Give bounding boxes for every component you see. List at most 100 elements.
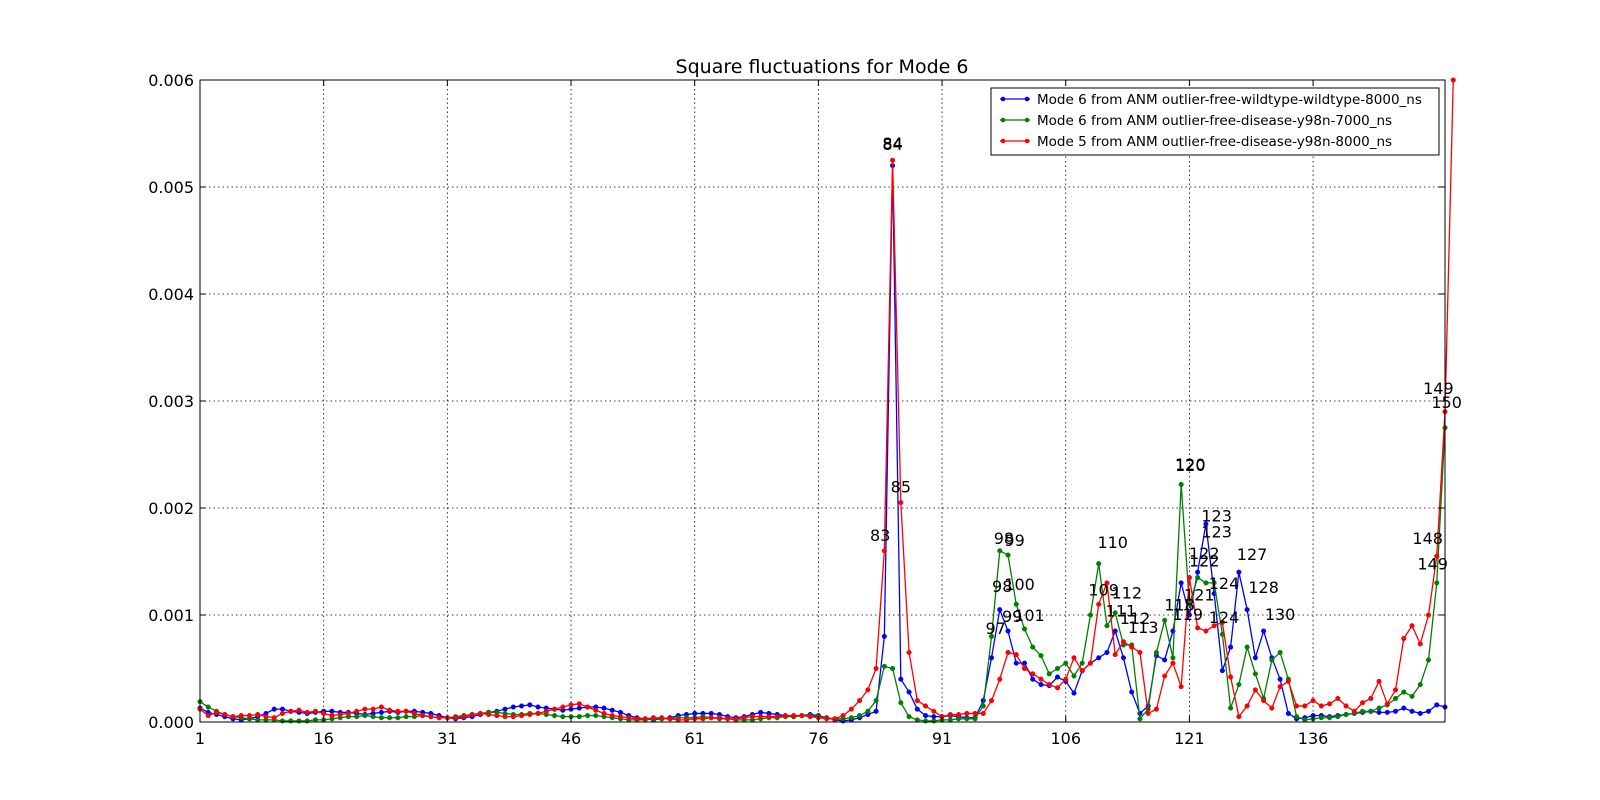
series-point [378, 709, 384, 715]
series-point [1071, 690, 1077, 696]
y-tick-label: 0.005 [148, 178, 194, 197]
point-annotation: 121 [1184, 586, 1215, 605]
series-point [1203, 628, 1209, 634]
legend-marker [1024, 117, 1030, 123]
series-point [1096, 655, 1102, 661]
series-point [1244, 703, 1250, 709]
series-point [1186, 575, 1192, 581]
series-point [576, 705, 582, 711]
legend-label: Mode 5 from ANM outlier-free-disease-y98… [1037, 134, 1392, 150]
series-point [1450, 77, 1456, 83]
y-tick-label: 0.004 [148, 285, 194, 304]
series-point [749, 714, 755, 720]
point-annotation: 112 [1120, 609, 1151, 628]
series-point [1195, 575, 1201, 581]
series-point [370, 714, 376, 720]
series-point [617, 709, 624, 715]
series-point [321, 710, 327, 716]
series-point [1178, 684, 1184, 690]
series-point [1054, 685, 1061, 691]
series-point [708, 710, 714, 716]
series-point [1277, 676, 1283, 682]
series-point [848, 715, 854, 721]
series-point [1038, 682, 1044, 688]
series-point [906, 649, 912, 656]
series-point [527, 702, 533, 708]
series-point [527, 711, 533, 718]
series-point [469, 711, 475, 718]
series-point [1310, 698, 1316, 704]
series-point [1054, 674, 1061, 680]
series-point [1170, 660, 1176, 666]
series-point [1384, 701, 1390, 707]
series-point [1129, 644, 1135, 650]
series-point [453, 715, 459, 721]
grid-layer [199, 80, 1445, 722]
series-point [1071, 655, 1077, 661]
chart-title: Square fluctuations for Mode 6 [676, 56, 969, 78]
series-point [568, 702, 574, 708]
series-point [1417, 710, 1423, 716]
series-point [675, 717, 681, 723]
series-point [692, 710, 698, 716]
series-point [1376, 705, 1382, 711]
legend-entry: Mode 5 from ANM outlier-free-disease-y98… [1000, 134, 1392, 150]
series-point [420, 713, 426, 719]
series-point [1228, 644, 1234, 650]
series-point [1434, 702, 1440, 708]
x-tick-label: 1 [195, 729, 205, 748]
series-point [576, 701, 582, 707]
series-point [312, 708, 318, 714]
point-annotation: 120 [1175, 455, 1206, 474]
series-point [997, 548, 1003, 554]
x-tick-label: 121 [1174, 729, 1205, 748]
series-point [362, 713, 368, 719]
series-point [1401, 689, 1407, 695]
series-point [914, 698, 920, 704]
series-point [980, 710, 986, 716]
series-point [1087, 612, 1094, 618]
point-annotation: 100 [1004, 575, 1035, 594]
legend-marker [1000, 117, 1006, 123]
series-point [1021, 665, 1028, 672]
series-point [972, 716, 978, 722]
series-point [551, 713, 558, 719]
series-point [1021, 626, 1028, 632]
x-tick-label: 31 [437, 729, 457, 748]
series-point [1203, 580, 1209, 586]
series-point [576, 714, 582, 720]
series-point [238, 713, 244, 719]
series-point [906, 714, 912, 720]
series-point [1013, 652, 1019, 658]
series-point [1294, 714, 1300, 720]
series-point [848, 706, 854, 712]
legend-label: Mode 6 from ANM outlier-free-wildtype-wi… [1037, 92, 1422, 108]
series-point [1417, 682, 1423, 688]
series-point [683, 717, 690, 723]
x-tick-label: 91 [932, 729, 952, 748]
y-tick-label: 0.006 [148, 71, 194, 90]
series-point [1030, 671, 1036, 677]
series-point [551, 706, 558, 712]
series-point [560, 714, 566, 720]
series-point [774, 714, 780, 720]
series-point [716, 715, 722, 721]
series-point [1417, 641, 1423, 647]
series-point [222, 711, 228, 718]
series-point [972, 710, 978, 716]
series-point [650, 715, 657, 721]
series-point [354, 708, 360, 714]
series-point [1236, 714, 1242, 720]
series-point [329, 713, 335, 719]
series-point [733, 716, 739, 722]
point-annotation: 124 [1209, 574, 1240, 593]
series-point [255, 717, 261, 723]
series-point [1409, 623, 1415, 629]
series-point [997, 676, 1003, 682]
series-point [246, 713, 253, 719]
series-point [766, 714, 772, 720]
series-point [1120, 655, 1126, 661]
series-point [593, 707, 599, 713]
